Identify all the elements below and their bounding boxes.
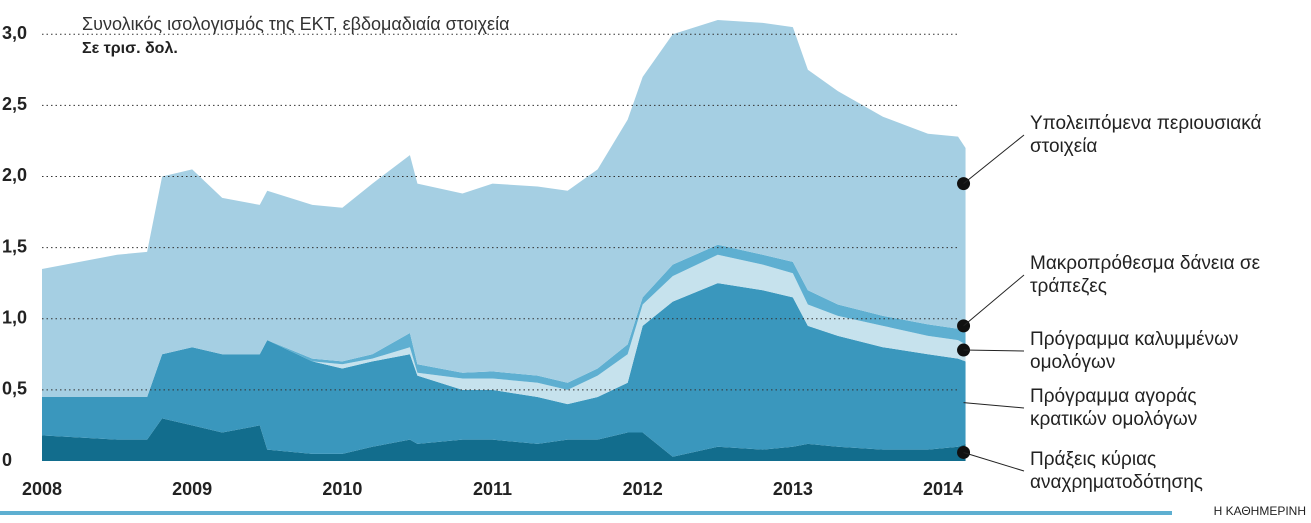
area bbox=[42, 283, 966, 457]
y-tick-label: 3,0 bbox=[2, 23, 27, 43]
y-tick-label: 2,0 bbox=[2, 165, 27, 185]
y-tick-label: 2,5 bbox=[2, 94, 27, 114]
legend-label: Πρόγραμμα αγοράς κρατικών ομολόγων bbox=[1030, 386, 1198, 430]
legend-label: Πρόγραμμα καλυμμένων ομολόγων bbox=[1030, 329, 1239, 373]
chart-subtitle: Σε τρισ. δολ. bbox=[82, 40, 178, 57]
leader-line bbox=[963, 402, 1025, 409]
legend-label: Μακροπρόθεσμα δάνεια σε τράπεζες bbox=[1030, 253, 1261, 297]
source: Η ΚΑΘΗΜΕΡΙΝΗ bbox=[1214, 504, 1306, 518]
x-tick-label: 2012 bbox=[623, 479, 663, 499]
x-tick-label: 2008 bbox=[22, 479, 62, 499]
leader-line bbox=[963, 274, 1025, 327]
legend-label: Πράξεις κύριας αναχρηματοδότησης bbox=[1030, 449, 1203, 493]
x-tick-label: 2013 bbox=[773, 479, 813, 499]
x-tick-label: 2010 bbox=[322, 479, 362, 499]
leader-line bbox=[963, 134, 1025, 184]
legend-label: Υπολειπόμενα περιουσιακά στοιχεία bbox=[1030, 113, 1262, 157]
y-tick-label: 1,0 bbox=[2, 307, 27, 327]
y-tick-label: 0,5 bbox=[2, 379, 27, 399]
x-tick-label: 2011 bbox=[473, 479, 512, 499]
y-tick-label: 1,5 bbox=[2, 236, 27, 256]
chart-title: Συνολικός ισολογισμός της ΕΚΤ, εβδομαδια… bbox=[82, 14, 509, 34]
area bbox=[42, 418, 966, 461]
area bbox=[42, 20, 966, 397]
y-tick-label: 0 bbox=[2, 450, 12, 470]
x-tick-label: 2009 bbox=[172, 479, 212, 499]
leader-line bbox=[963, 349, 1025, 352]
x-tick-label: 2014 bbox=[923, 479, 963, 499]
leader-line bbox=[963, 451, 1025, 472]
